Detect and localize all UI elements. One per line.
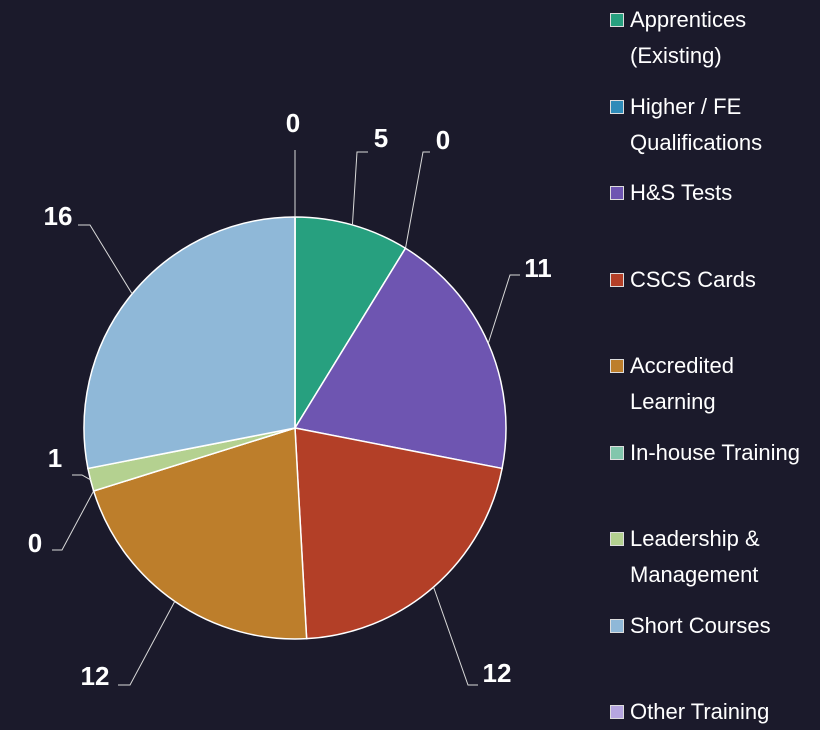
data-label: 0 [436, 125, 450, 155]
legend-label: Apprentices (Existing) [630, 7, 747, 68]
data-label: 0 [28, 528, 42, 558]
legend-label: CSCS Cards [630, 266, 756, 292]
legend-swatch [610, 705, 624, 719]
legend-item: H&S Tests [610, 175, 815, 211]
leader-line [52, 490, 95, 551]
legend-swatch [610, 99, 624, 114]
data-label: 16 [44, 201, 73, 231]
legend-item: CSCS Cards [610, 262, 815, 298]
legend-item: In-house Training [610, 435, 815, 471]
leader-line [433, 586, 478, 686]
legend-swatch [610, 13, 624, 27]
leader-line [78, 224, 133, 295]
legend-swatch [610, 618, 624, 633]
leader-line [351, 151, 368, 225]
pie-area: 5 0 11 12 12 0 1 16 0 [28, 108, 552, 691]
legend-item: Higher / FE Qualifications [610, 89, 815, 161]
legend-label: Accredited Learning [630, 353, 734, 414]
legend-swatch [610, 445, 624, 460]
data-label: 12 [81, 661, 110, 691]
data-label: 5 [374, 123, 388, 153]
legend-label: H&S Tests [630, 180, 733, 205]
legend-label: Short Courses [630, 612, 771, 638]
data-label: 1 [48, 443, 62, 473]
legend-swatch [610, 272, 624, 287]
leader-line [405, 151, 430, 249]
legend-swatch [610, 186, 624, 200]
data-label: 11 [524, 253, 552, 283]
leader-line [487, 274, 520, 344]
legend-item: Other Training [610, 694, 815, 730]
leader-line [118, 601, 176, 686]
legend-swatch [610, 359, 624, 373]
legend-item: Short Courses [610, 608, 815, 644]
leader-line [72, 474, 91, 481]
legend-item: Apprentices (Existing) [610, 2, 815, 74]
legend-label: Other Training [630, 699, 770, 724]
legend-item: Leadership & Management [610, 521, 815, 593]
pie-slice [293, 247, 507, 470]
legend-swatch [610, 532, 624, 546]
data-label: 12 [483, 658, 512, 688]
pie-slice [83, 216, 296, 470]
legend-label: Higher / FE Qualifications [630, 93, 763, 155]
legend-item: Accredited Learning [610, 348, 815, 420]
data-label: 0 [286, 108, 300, 138]
legend-label: In-house Training [630, 439, 800, 465]
legend-label: Leadership & Management [630, 526, 760, 587]
